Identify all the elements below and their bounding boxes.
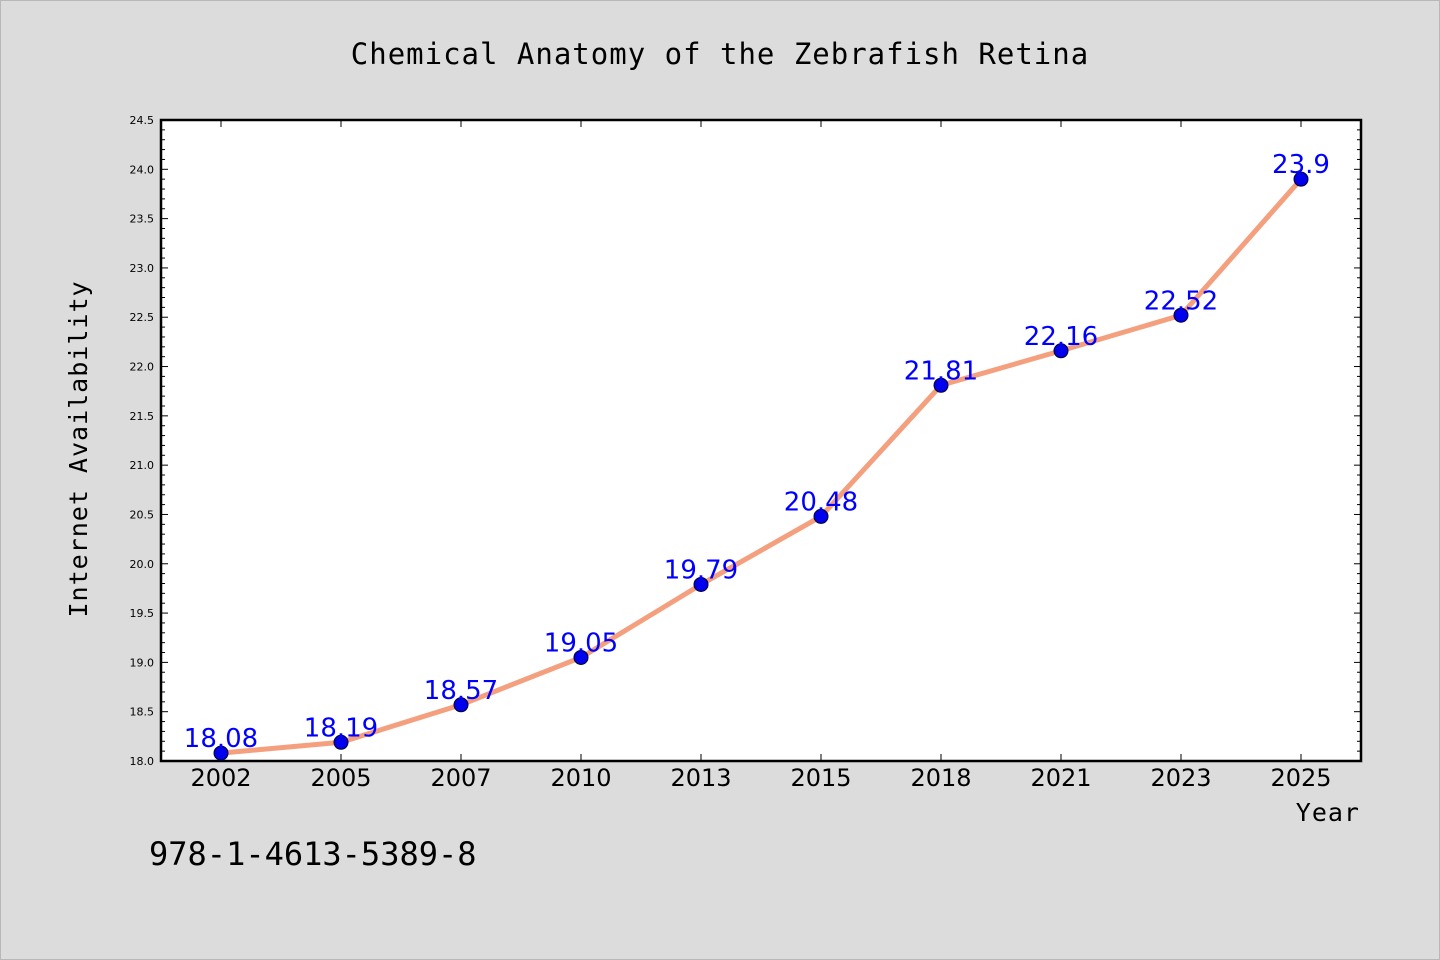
y-tick-label: 18.5 <box>130 706 155 719</box>
x-axis-label: Year <box>1296 798 1360 827</box>
isbn-annotation: 978-1-4613-5389-8 <box>149 835 477 873</box>
chart-title: Chemical Anatomy of the Zebrafish Retina <box>351 37 1089 71</box>
data-point <box>213 745 229 761</box>
data-point <box>813 508 829 524</box>
x-tick-label: 2013 <box>670 764 731 792</box>
x-tick-label: 2002 <box>190 764 251 792</box>
data-label: 18.57 <box>424 676 498 706</box>
y-axis-label: Internet Availability <box>64 280 93 617</box>
data-point <box>933 377 949 393</box>
x-tick-label: 2007 <box>430 764 491 792</box>
x-tick-label: 2025 <box>1270 764 1331 792</box>
data-point <box>1173 307 1189 323</box>
data-point <box>1293 171 1309 187</box>
data-label: 20.48 <box>784 487 858 517</box>
y-tick-label: 20.0 <box>130 558 155 571</box>
y-tick-label: 18.0 <box>130 755 155 768</box>
y-tick-label: 20.5 <box>130 508 155 521</box>
data-label: 22.52 <box>1144 286 1218 316</box>
plot-area <box>159 118 1363 763</box>
y-tick-label: 24.5 <box>130 114 155 127</box>
x-tick-label: 2021 <box>1030 764 1091 792</box>
y-axis-ticks: 18.0 18.5 19.0 19.5 20.0 20.5 21.0 21.5 22.0 22.5… <box>130 114 1361 768</box>
data-point <box>1053 343 1069 359</box>
data-label: 18.19 <box>304 713 378 743</box>
y-tick-label: 24.0 <box>130 163 155 176</box>
x-tick-label: 2018 <box>910 764 971 792</box>
data-label: 22.16 <box>1024 322 1098 352</box>
x-tick-label: 2015 <box>790 764 851 792</box>
y-tick-label: 19.0 <box>130 656 155 669</box>
series-line <box>218 176 1304 756</box>
data-point <box>693 576 709 592</box>
x-axis-ticks: 2002 2005 2007 2010 2013 2015 2018 2021 2023 2025 <box>190 120 1332 792</box>
data-label: 18.08 <box>184 724 258 754</box>
y-tick-label: 22.0 <box>130 361 155 374</box>
data-markers <box>213 171 1309 761</box>
data-label: 19.05 <box>544 628 618 658</box>
y-tick-label: 19.5 <box>130 607 155 620</box>
x-tick-label: 2005 <box>310 764 371 792</box>
y-tick-label: 23.0 <box>130 262 155 275</box>
data-point <box>333 734 349 750</box>
data-label: 21.81 <box>904 356 978 386</box>
y-tick-label: 21.5 <box>130 410 155 423</box>
data-label: 19.79 <box>664 555 738 585</box>
data-labels: 18.08 18.19 18.57 19.05 19.79 20.48 21.81 22.16… <box>184 150 1330 754</box>
data-label: 23.9 <box>1272 150 1330 180</box>
x-tick-label: 2023 <box>1150 764 1211 792</box>
data-point <box>573 649 589 665</box>
data-point <box>453 697 469 713</box>
y-tick-label: 23.5 <box>130 213 155 226</box>
x-tick-label: 2010 <box>550 764 611 792</box>
y-tick-label: 21.0 <box>130 459 155 472</box>
y-tick-label: 22.5 <box>130 311 155 324</box>
